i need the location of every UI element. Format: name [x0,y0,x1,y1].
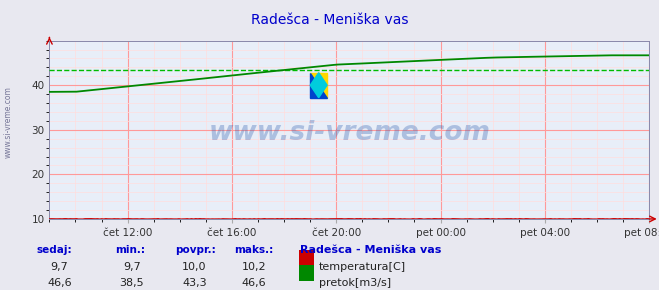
Text: 9,7: 9,7 [51,262,68,272]
Polygon shape [310,73,327,98]
Text: pretok[m3/s]: pretok[m3/s] [319,278,391,288]
Text: temperatura[C]: temperatura[C] [319,262,406,272]
Text: 43,3: 43,3 [182,278,207,288]
Text: www.si-vreme.com: www.si-vreme.com [4,86,13,158]
Text: 46,6: 46,6 [241,278,266,288]
Text: Radešca - Meniška vas: Radešca - Meniška vas [300,245,442,255]
Text: sedaj:: sedaj: [36,245,72,255]
Text: 46,6: 46,6 [47,278,72,288]
Text: povpr.:: povpr.: [175,245,215,255]
Text: maks.:: maks.: [234,245,273,255]
Text: 10,2: 10,2 [241,262,266,272]
Text: 10,0: 10,0 [182,262,207,272]
Text: 9,7: 9,7 [123,262,140,272]
Text: min.:: min.: [115,245,146,255]
Text: www.si-vreme.com: www.si-vreme.com [208,120,490,146]
Text: Radešca - Meniška vas: Radešca - Meniška vas [251,13,408,27]
Text: 38,5: 38,5 [119,278,144,288]
Polygon shape [310,73,327,98]
Polygon shape [310,73,327,98]
